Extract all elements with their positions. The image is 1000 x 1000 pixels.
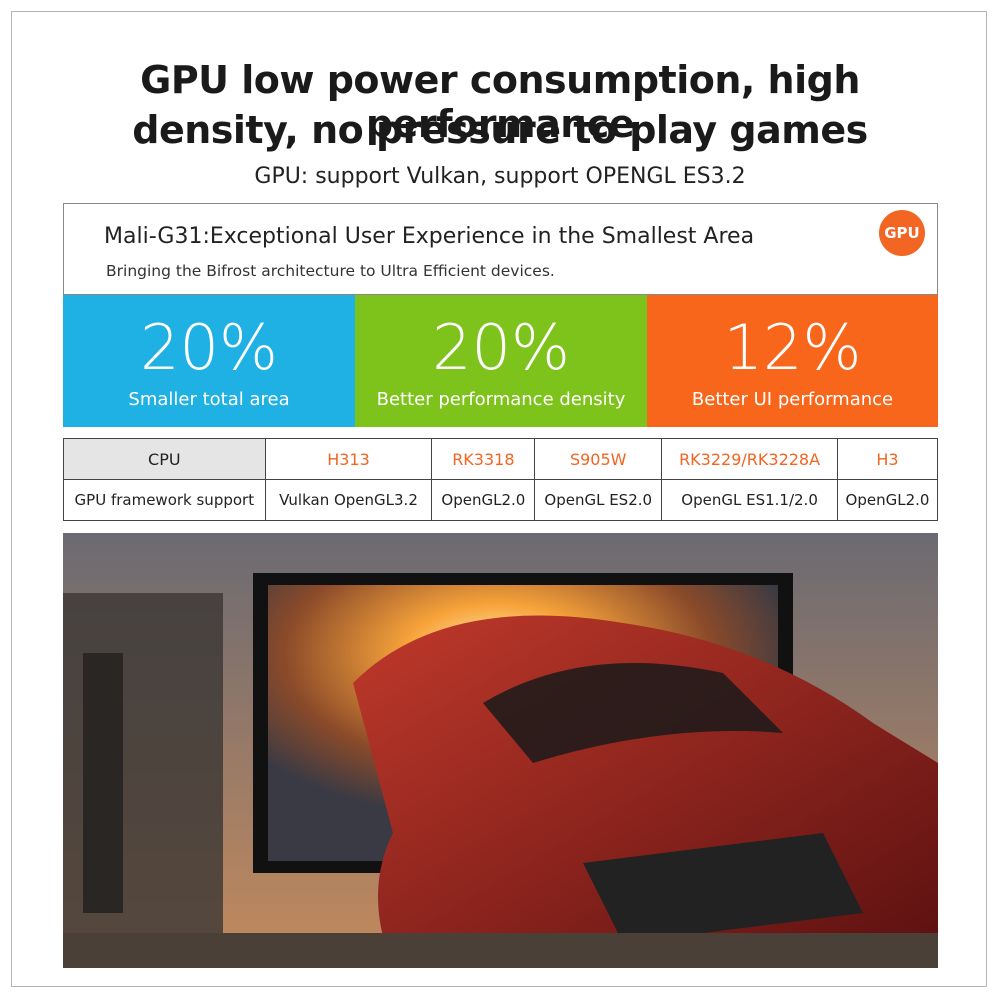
stat-card: 20% Smaller total area — [63, 295, 355, 427]
stat-value: 20% — [432, 311, 570, 384]
table-row: GPU framework support Vulkan OpenGL3.2 Ope… — [63, 479, 938, 521]
title-line: density, no pressure to play games — [132, 108, 868, 152]
stat-card: 12% Better UI performance — [647, 295, 938, 427]
table-cell: S905W — [534, 438, 663, 480]
table-cell: RK3318 — [431, 438, 536, 480]
stat-card: 20% Better performance density — [355, 295, 647, 427]
frame — [11, 11, 987, 987]
row-header: GPU framework support — [63, 479, 266, 521]
stat-label: Better performance density — [376, 389, 626, 410]
table-cell: OpenGL2.0 — [837, 479, 938, 521]
info-box: Mali-G31:Exceptional User Experience in … — [63, 203, 938, 295]
stat-value: 12% — [723, 311, 862, 384]
table-cell: OpenGL2.0 — [431, 479, 536, 521]
info-subtitle: Bringing the Bifrost architecture to Ult… — [106, 262, 555, 280]
table-cell: H313 — [264, 438, 433, 480]
badge: GPU — [879, 210, 925, 256]
stat-label: Smaller total area — [128, 389, 290, 410]
table-cell: RK3229/RK3228A — [661, 438, 839, 480]
table-row: CPU H313 RK3318 S905W RK3229/RK3228A H3 — [63, 438, 938, 480]
table-cell: OpenGL ES2.0 — [534, 479, 663, 521]
cpu-table: CPU H313 RK3318 S905W RK3229/RK3228A H3 GPU fr… — [63, 438, 938, 521]
title-line: GPU low power consumption, high performa… — [140, 58, 860, 146]
stat-value: 20% — [140, 311, 278, 384]
info-title: Mali-G31:Exceptional User Experience in … — [104, 224, 755, 249]
stat-label: Better UI performance — [691, 389, 894, 410]
subtitle: GPU: support Vulkan, support OPENGL ES3.… — [254, 164, 746, 189]
table-cell: Vulkan OpenGL3.2 — [264, 479, 433, 521]
row-header: CPU — [63, 438, 266, 480]
table-cell: H3 — [837, 438, 938, 480]
game-image — [63, 533, 938, 968]
table-cell: OpenGL ES1.1/2.0 — [661, 479, 839, 521]
